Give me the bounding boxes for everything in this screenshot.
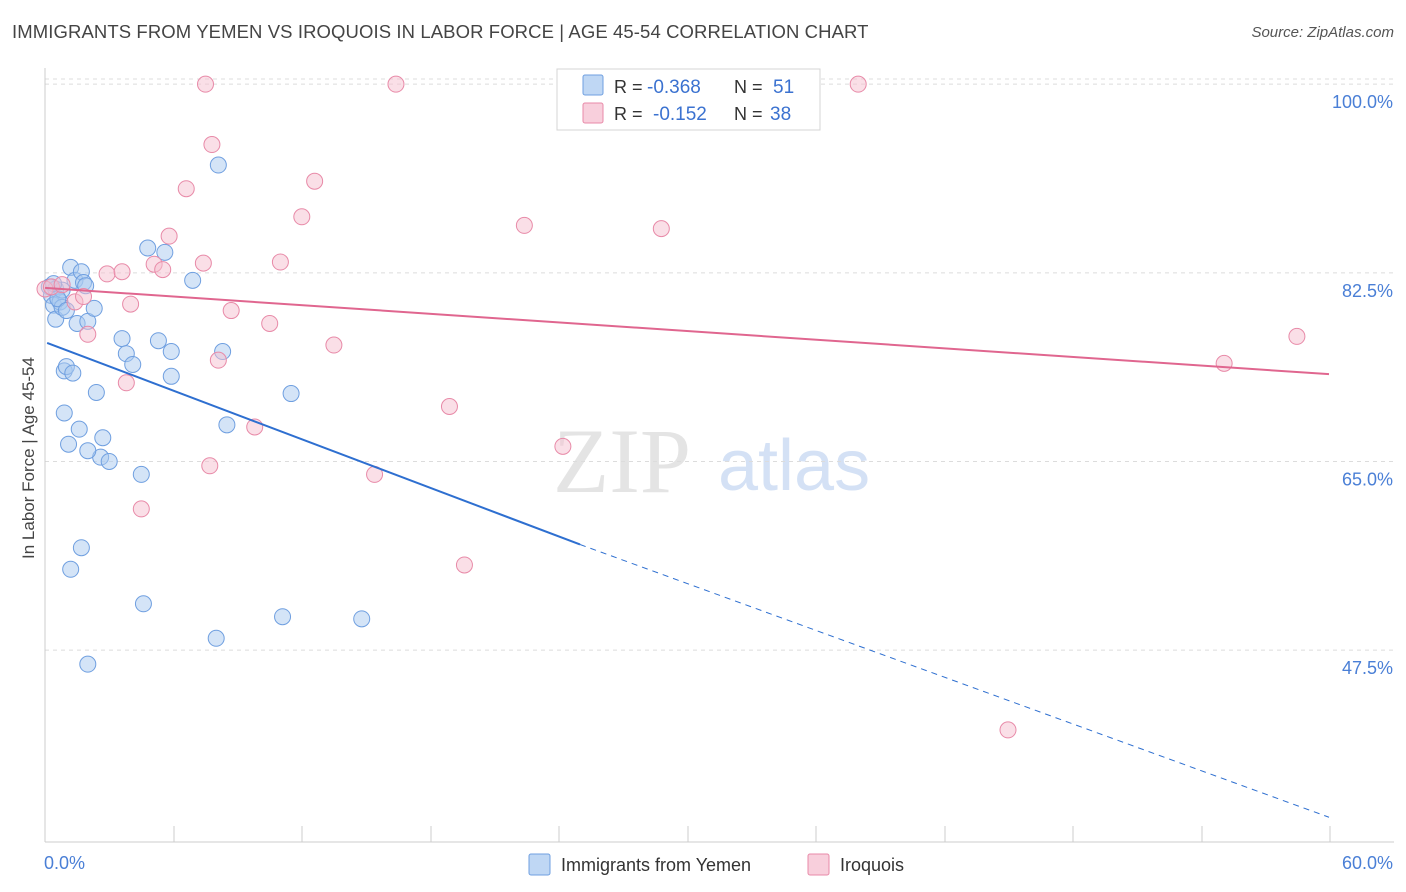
stats-legend: R = -0.368 N = 51 R = -0.152 N = 38: [556, 68, 821, 131]
data-point-pink: [197, 75, 214, 93]
data-point-pink: [515, 216, 533, 234]
data-point-blue: [162, 367, 180, 385]
stats-legend-n-label-blue: N =: [734, 77, 768, 97]
data-point-blue: [79, 442, 97, 460]
data-point-blue: [79, 655, 97, 673]
data-point-pink: [293, 208, 311, 226]
x-tick-label-max: 60.0%: [1342, 853, 1393, 873]
series-legend-swatch-pink: [807, 853, 830, 876]
data-point-pink: [455, 556, 473, 574]
stats-legend-swatch-pink: [582, 102, 604, 124]
data-points: [36, 75, 1306, 739]
series-legend-swatch-blue: [528, 853, 551, 876]
y-tick-label: 65.0%: [1342, 469, 1393, 489]
data-point-blue: [207, 629, 225, 647]
trend-line-pink: [44, 286, 1330, 376]
x-tick-label-min: 0.0%: [44, 853, 85, 873]
data-point-blue: [113, 330, 131, 348]
data-point-pink: [1215, 354, 1233, 372]
data-point-pink: [271, 253, 289, 271]
stats-legend-n-label-pink: N =: [734, 104, 768, 124]
trend-line-blue: [46, 341, 581, 546]
data-point-blue: [64, 364, 82, 382]
data-point-blue: [139, 239, 157, 257]
data-point-pink: [122, 295, 140, 313]
data-point-blue: [72, 539, 90, 557]
data-point-pink: [325, 336, 343, 354]
data-point-blue: [132, 465, 150, 483]
data-point-blue: [62, 560, 80, 578]
gridlines: 47.5% 65.0% 82.5% 100.0%: [45, 78, 1395, 678]
data-point-pink: [203, 136, 221, 154]
data-point-pink: [98, 265, 116, 283]
data-point-pink: [222, 302, 240, 320]
data-point-pink: [209, 351, 227, 369]
stats-legend-n-value-blue: 51: [773, 77, 794, 98]
data-point-blue: [149, 332, 167, 350]
data-point-pink: [194, 254, 212, 272]
data-point-pink: [1288, 327, 1306, 345]
trend-lines: [44, 286, 1330, 818]
data-point-blue: [124, 355, 142, 373]
y-tick-label: 82.5%: [1342, 281, 1393, 301]
stats-legend-n-value-pink: 38: [770, 104, 791, 125]
data-point-pink: [160, 227, 178, 245]
data-point-blue: [209, 156, 227, 174]
data-point-pink: [999, 721, 1017, 739]
data-point-blue: [70, 420, 88, 438]
source-credit: Source: ZipAtlas.com: [1251, 24, 1394, 41]
y-tick-label: 100.0%: [1332, 92, 1393, 112]
stats-legend-r-label-pink: R =: [614, 104, 648, 124]
data-point-blue: [353, 610, 371, 628]
data-point-blue: [134, 595, 152, 613]
stats-legend-r-value-blue: -0.368: [647, 77, 701, 98]
data-point-blue: [156, 243, 174, 261]
data-point-pink: [132, 500, 150, 518]
data-point-blue: [55, 404, 73, 422]
data-point-blue: [274, 608, 292, 626]
data-point-blue: [282, 385, 300, 403]
stats-legend-r-label-blue: R =: [614, 77, 648, 97]
data-point-pink: [177, 180, 195, 198]
chart-title: IMMIGRANTS FROM YEMEN VS IROQUOIS IN LAB…: [12, 21, 869, 42]
data-point-pink: [554, 437, 572, 455]
data-point-pink: [652, 220, 670, 238]
data-point-pink: [201, 457, 219, 475]
data-point-blue: [94, 429, 112, 447]
stats-legend-r-value-pink: -0.152: [653, 104, 707, 125]
data-point-pink: [117, 374, 135, 392]
data-point-blue: [162, 343, 180, 361]
watermark-atlas: atlas: [718, 426, 870, 506]
data-point-pink: [306, 172, 324, 190]
series-legend-label-blue: Immigrants from Yemen: [561, 855, 751, 875]
data-point-pink: [154, 261, 172, 279]
data-point-pink: [113, 263, 131, 281]
data-point-blue: [60, 435, 78, 453]
data-point-blue: [218, 416, 236, 434]
series-legend-label-pink: Iroquois: [840, 855, 904, 875]
series-legend: Immigrants from Yemen Iroquois: [528, 853, 904, 876]
data-point-pink: [75, 288, 93, 306]
y-axis-label: In Labor Force | Age 45-54: [19, 357, 38, 559]
axes: 0.0% 60.0%: [44, 68, 1394, 873]
data-point-blue: [87, 383, 105, 401]
data-point-blue: [100, 452, 118, 470]
y-tick-label: 47.5%: [1342, 658, 1393, 678]
data-point-pink: [440, 397, 458, 415]
stats-legend-swatch-blue: [582, 74, 604, 96]
data-point-blue: [85, 299, 103, 317]
data-point-pink: [387, 75, 405, 93]
data-point-blue: [184, 271, 202, 289]
trend-line-blue-extension: [579, 544, 1330, 818]
data-point-pink: [79, 325, 97, 343]
data-point-pink: [261, 314, 279, 332]
data-point-pink: [849, 75, 867, 93]
